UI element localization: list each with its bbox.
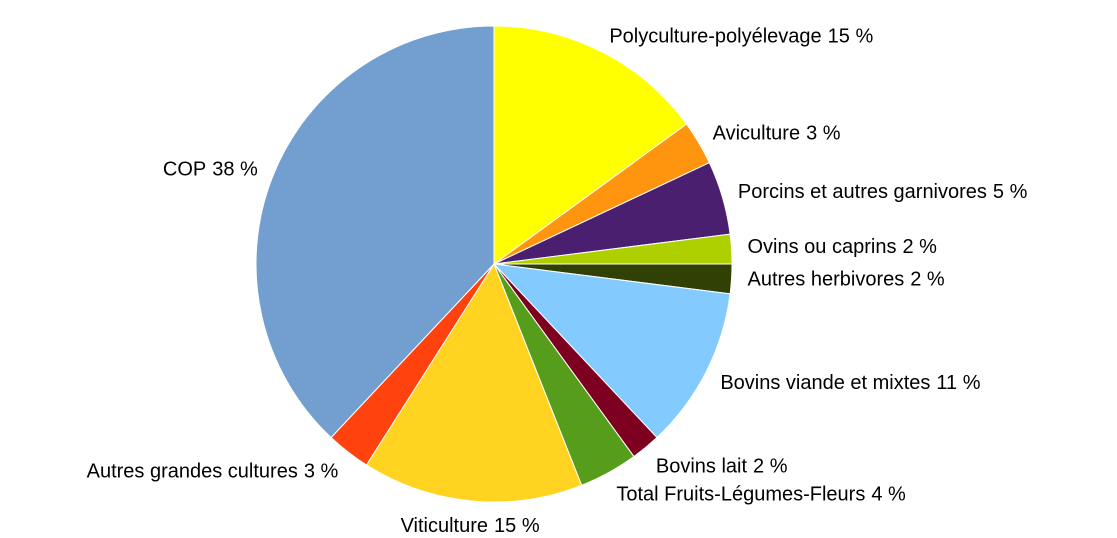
slice-name: Ovins ou caprins	[747, 236, 896, 258]
slice-name: Autres grandes cultures	[87, 461, 298, 483]
slice-value: 4 %	[871, 484, 906, 506]
slice-label: Autres grandes cultures 3 %	[87, 461, 339, 483]
slice-name: Bovins lait	[656, 456, 748, 478]
slice-name: Bovins viande et mixtes	[720, 372, 930, 394]
slice-value: 3 %	[806, 123, 841, 145]
slice-name: Porcins et autres garnivores	[738, 181, 987, 203]
slice-value: 15 %	[494, 515, 540, 537]
slice-value: 11 %	[936, 372, 980, 394]
slice-value: 15 %	[828, 26, 874, 48]
slice-label: Aviculture 3 %	[713, 123, 841, 145]
slice-label: Polyculture-polyélevage 15 %	[609, 26, 873, 48]
slice-name: Total Fruits-Légumes-Fleurs	[616, 484, 865, 506]
slice-value: 2 %	[753, 456, 788, 478]
slice-value: 5 %	[993, 181, 1028, 203]
slice-label: Viticulture 15 %	[401, 515, 540, 537]
pie-slice	[492, 263, 731, 439]
slice-value: 3 %	[304, 461, 339, 483]
slice-name: Polyculture-polyélevage	[609, 26, 821, 48]
slice-value: 2 %	[902, 236, 937, 258]
slice-name: Autres herbivores	[747, 269, 904, 291]
slice-label: COP 38 %	[163, 159, 258, 181]
slice-label: Bovins viande et mixtes 11 %	[720, 372, 980, 394]
pie-slice	[255, 25, 495, 439]
slice-value: 38 %	[212, 159, 258, 181]
slice-name: COP	[163, 159, 206, 181]
slice-label: Ovins ou caprins 2 %	[747, 236, 937, 258]
pie-slice	[365, 262, 583, 503]
slice-label: Porcins et autres garnivores 5 %	[738, 181, 1028, 203]
slice-value: 2 %	[910, 269, 945, 291]
slice-name: Viticulture	[401, 515, 488, 537]
slice-name: Aviculture	[713, 123, 800, 145]
slice-label: Autres herbivores 2 %	[747, 269, 944, 291]
slice-label: Total Fruits-Légumes-Fleurs 4 %	[616, 484, 906, 506]
pie-slice	[493, 25, 688, 265]
slice-label: Bovins lait 2 %	[656, 456, 788, 478]
